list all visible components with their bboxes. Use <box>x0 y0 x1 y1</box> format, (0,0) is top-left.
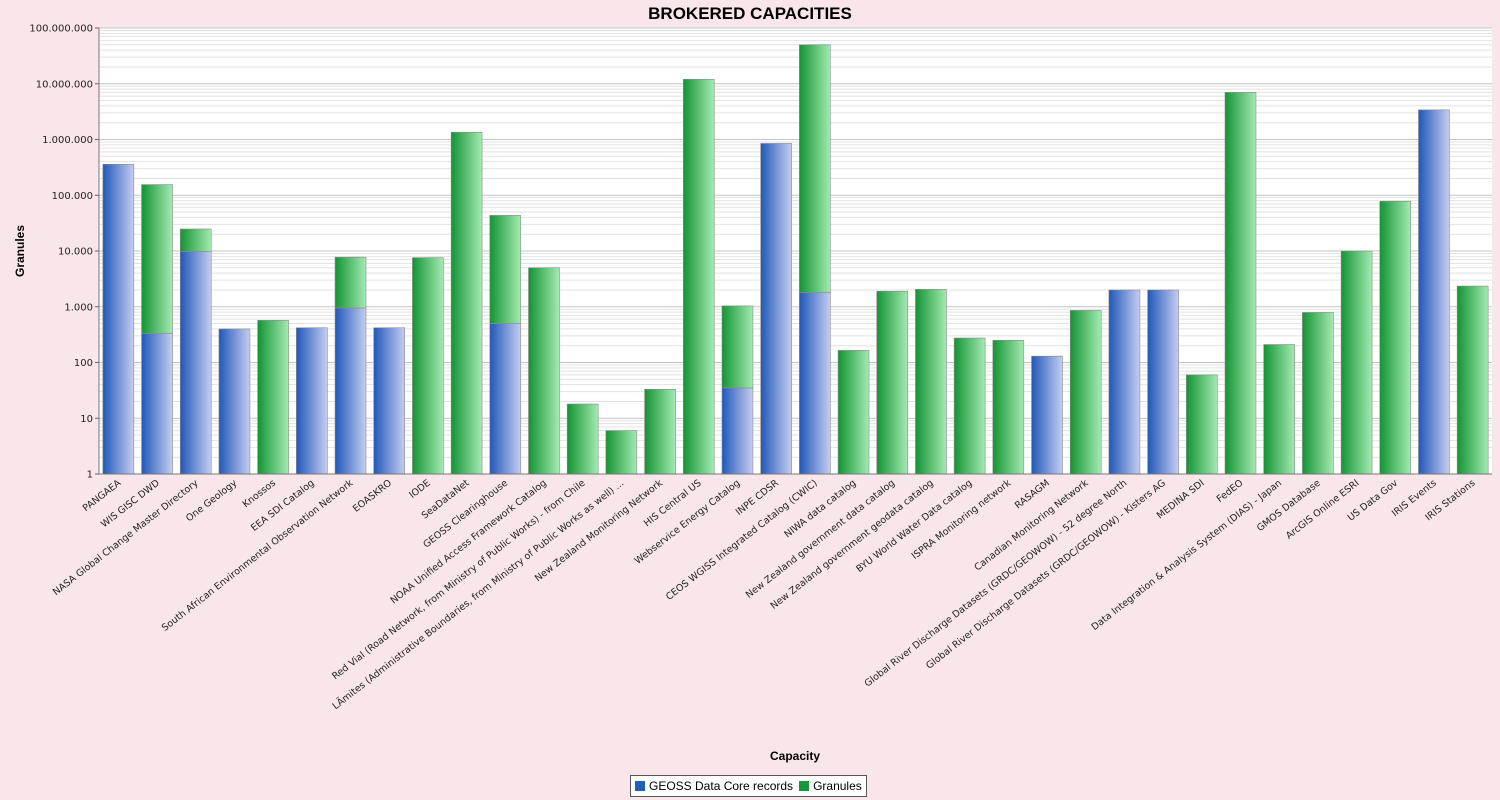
bar-granules <box>1069 310 1102 475</box>
y-tick-label: 10 <box>80 414 93 425</box>
bar-geoss-core <box>1108 289 1141 475</box>
y-tick-label: 10.000 <box>58 247 93 258</box>
bar-granules <box>721 305 754 389</box>
gridlines <box>99 27 1492 475</box>
bar-granules <box>179 228 212 252</box>
bar-geoss-core <box>721 387 754 475</box>
x-category-label: Knossos <box>241 478 278 511</box>
bar-granules <box>953 337 986 475</box>
bar-granules <box>528 267 560 475</box>
bar-geoss-core <box>218 328 251 475</box>
bar-geoss-core <box>799 292 831 475</box>
y-tick-label: 100.000 <box>52 191 93 202</box>
bar-granules <box>489 215 522 324</box>
bar-granules <box>1340 250 1373 475</box>
bar-geoss-core <box>102 163 135 475</box>
x-category-label: FedEO <box>1215 478 1246 505</box>
bar-geoss-core <box>760 143 792 475</box>
legend: GEOSS Data Core records Granules <box>630 775 867 797</box>
bar-granules <box>837 350 870 475</box>
y-axis-ticks: 1 10 100 1.000 10.000 100.000 1.000.000 10.000.… <box>29 24 99 481</box>
x-category-label: EOASKRO <box>351 478 394 515</box>
x-category-label: LÃ­mites (Administrative Boundaries, fro… <box>331 478 627 712</box>
y-axis-title: Granules <box>13 225 27 277</box>
bar-granules <box>682 79 715 475</box>
x-category-label: Red Vial (Road Network, from Ministry of… <box>330 478 587 683</box>
bar-granules <box>915 289 947 475</box>
y-tick-label: 1 <box>87 470 93 481</box>
y-tick-label: 1.000.000 <box>42 135 93 146</box>
legend-swatch-granules <box>799 781 810 791</box>
bar-granules <box>450 131 483 475</box>
chart-title: BROKERED CAPACITIES <box>648 4 852 23</box>
bar-granules <box>799 44 831 293</box>
bar-geoss-core <box>1418 109 1450 475</box>
bar-granules <box>1263 344 1295 475</box>
legend-item-core: GEOSS Data Core records <box>635 779 793 793</box>
bar-geoss-core <box>1031 355 1063 475</box>
bars <box>102 44 1489 475</box>
bar-granules <box>605 430 638 475</box>
bar-granules <box>1186 374 1218 475</box>
legend-swatch-core <box>635 781 645 791</box>
bar-granules <box>644 389 676 475</box>
bar-granules <box>1456 285 1489 475</box>
legend-label-core: GEOSS Data Core records <box>649 779 794 793</box>
legend-item-granules: Granules <box>799 779 862 793</box>
y-tick-label: 10.000.000 <box>36 79 93 90</box>
bar-geoss-core <box>334 307 367 475</box>
x-category-label: NASA Global Change Master Directory <box>51 477 201 598</box>
bar-granules <box>257 320 289 475</box>
bar-geoss-core <box>141 333 173 475</box>
bar-geoss-core <box>373 327 405 475</box>
bar-granules <box>141 184 173 334</box>
y-tick-label: 1.000 <box>64 302 93 313</box>
y-tick-label: 100.000.000 <box>29 24 93 35</box>
x-category-label: IODE <box>407 478 432 501</box>
bar-granules <box>412 257 444 475</box>
bar-granules <box>1379 200 1412 475</box>
legend-label-granules: Granules <box>813 779 862 793</box>
bar-geoss-core <box>179 251 212 475</box>
x-category-label: ArcGIS Online ESRI <box>1284 478 1361 542</box>
x-axis-title: Capacity <box>770 749 820 763</box>
bar-geoss-core <box>489 323 522 475</box>
bar-granules <box>1224 92 1257 475</box>
bar-granules <box>992 340 1025 475</box>
bar-granules <box>334 256 367 309</box>
x-category-label: NIWA data catalog <box>782 478 858 541</box>
bar-geoss-core <box>296 327 328 475</box>
bar-granules <box>876 290 909 475</box>
bar-granules <box>566 403 599 475</box>
bar-granules <box>1302 312 1334 475</box>
y-tick-label: 100 <box>74 358 93 369</box>
bar-geoss-core <box>1147 289 1179 475</box>
